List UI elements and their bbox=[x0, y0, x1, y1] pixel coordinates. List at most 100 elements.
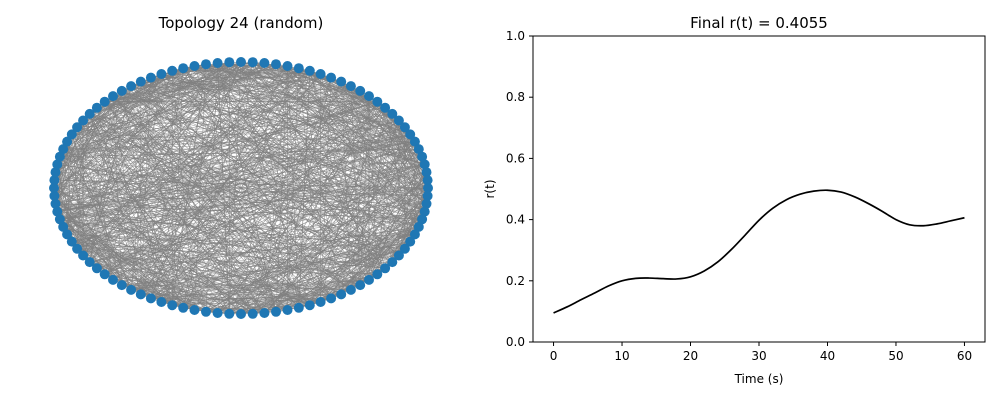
network-edge bbox=[298, 67, 411, 135]
network-edge bbox=[82, 120, 184, 308]
network-node bbox=[304, 65, 315, 76]
network-edge bbox=[140, 68, 300, 295]
network-edge bbox=[320, 195, 428, 303]
network-edge bbox=[140, 68, 184, 295]
network-node bbox=[345, 284, 356, 295]
network-edge bbox=[340, 96, 370, 295]
network-edge bbox=[194, 68, 300, 311]
network-edge bbox=[76, 127, 230, 314]
network-node bbox=[178, 302, 189, 313]
network-edge bbox=[71, 70, 310, 242]
network-node bbox=[54, 214, 65, 225]
network-node bbox=[49, 175, 60, 186]
network-edge bbox=[377, 101, 427, 204]
network-edge bbox=[53, 61, 253, 189]
network-edge bbox=[112, 95, 415, 142]
network-node bbox=[259, 58, 270, 68]
x-tick-label: 60 bbox=[957, 349, 972, 363]
network-edge bbox=[172, 70, 425, 212]
network-edge bbox=[55, 73, 162, 204]
network-edge bbox=[53, 187, 399, 256]
network-edge bbox=[240, 61, 420, 228]
network-edge bbox=[89, 62, 230, 263]
network-node bbox=[417, 214, 428, 225]
network-node bbox=[52, 159, 63, 170]
network-edge bbox=[66, 67, 184, 142]
network-edge bbox=[309, 70, 428, 197]
network-node bbox=[145, 72, 156, 83]
network-node bbox=[167, 65, 178, 76]
network-edge bbox=[96, 164, 425, 269]
network-edge bbox=[140, 81, 425, 212]
network-edge bbox=[96, 107, 207, 312]
network-node bbox=[293, 302, 304, 313]
network-edge bbox=[104, 65, 195, 102]
network-edge bbox=[54, 179, 386, 269]
network-node bbox=[126, 284, 137, 295]
network-edge bbox=[53, 113, 90, 189]
y-tick-label: 0.6 bbox=[506, 151, 525, 165]
network-node bbox=[66, 129, 77, 140]
line-chart-title: Final r(t) = 0.4055 bbox=[690, 14, 828, 32]
network-edge bbox=[161, 73, 429, 189]
network-edge bbox=[320, 73, 370, 280]
network-edge bbox=[161, 73, 400, 256]
network-edge bbox=[252, 187, 429, 315]
network-edge bbox=[55, 127, 405, 205]
network-edge bbox=[240, 61, 400, 256]
network-edge bbox=[104, 101, 265, 314]
network-node bbox=[417, 151, 428, 162]
network-edge bbox=[252, 62, 370, 281]
network-edge bbox=[71, 113, 90, 242]
network-node bbox=[387, 257, 398, 268]
network-edge bbox=[350, 86, 393, 263]
network-edge bbox=[89, 63, 277, 263]
x-tick-label: 30 bbox=[751, 349, 766, 363]
network-node bbox=[84, 257, 95, 268]
network-node bbox=[393, 250, 404, 261]
network-node bbox=[91, 102, 102, 113]
network-edge bbox=[384, 107, 411, 242]
network-node bbox=[380, 102, 391, 113]
network-edge bbox=[71, 134, 123, 286]
network-node bbox=[326, 72, 337, 83]
network-edge bbox=[82, 67, 299, 256]
y-tick-label: 0.0 bbox=[506, 335, 525, 349]
network-node bbox=[126, 81, 137, 92]
network-edge bbox=[182, 73, 321, 308]
network-node bbox=[212, 58, 223, 68]
network-edge bbox=[182, 68, 332, 299]
network-edge bbox=[104, 95, 370, 102]
network-edge bbox=[59, 156, 399, 256]
y-axis-label: r(t) bbox=[483, 179, 497, 198]
network-edge bbox=[240, 61, 352, 291]
network-edge bbox=[392, 113, 427, 204]
network-edge bbox=[205, 81, 342, 312]
network-edge bbox=[205, 248, 405, 313]
network-node bbox=[259, 308, 270, 318]
line-chart-panel: Final r(t) = 0.4055 0 10 20 30 40 50 600.00.20… bbox=[483, 14, 986, 386]
network-edge bbox=[71, 134, 299, 309]
network-edge bbox=[217, 148, 419, 314]
network-node bbox=[423, 183, 433, 193]
network-edge bbox=[130, 85, 386, 269]
network-edge bbox=[104, 226, 419, 275]
network-edge bbox=[161, 148, 419, 303]
network-node bbox=[72, 122, 83, 133]
network-edge bbox=[298, 68, 321, 303]
network-node bbox=[201, 306, 211, 317]
network-edge bbox=[217, 179, 428, 314]
network-edge bbox=[62, 61, 242, 228]
network-edge bbox=[140, 81, 361, 92]
network-edge bbox=[89, 113, 184, 308]
network-edge bbox=[161, 73, 416, 235]
network-edge bbox=[76, 61, 242, 128]
network-edge bbox=[340, 81, 352, 290]
network-edge bbox=[57, 85, 132, 165]
network-node bbox=[315, 69, 326, 79]
y-tick-label: 1.0 bbox=[506, 29, 525, 43]
network-edge bbox=[54, 195, 162, 303]
network-edge bbox=[131, 85, 370, 97]
network-node bbox=[282, 61, 293, 71]
